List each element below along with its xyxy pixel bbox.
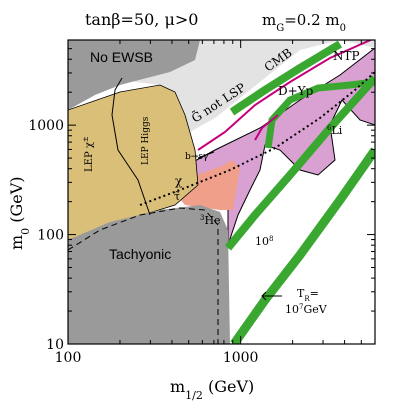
label-tr-sub: R: [304, 295, 310, 303]
region-tachyonic: [68, 205, 230, 344]
lep-higgs-boundary: [111, 77, 151, 216]
label-lep-higgs: LEP Higgs: [141, 116, 151, 165]
label-he3: 3He: [200, 214, 221, 227]
title-right-sub: G: [276, 23, 284, 34]
label-tr2-ten: 10: [285, 303, 299, 316]
label-tr-line2: 107GeV: [285, 303, 328, 316]
label-tr-line1: TR=: [297, 287, 319, 303]
region-no-ewsb: [68, 40, 200, 110]
label-he3-text: He: [204, 214, 220, 227]
y-tick-label: 1000: [28, 118, 64, 134]
label-tachyonic: Tachyonic: [109, 246, 171, 262]
x-tick-label: 1000: [223, 350, 259, 366]
green-band-upper: [264, 78, 375, 149]
y-axis-label-m: m: [7, 235, 26, 250]
plot-area: [68, 40, 375, 344]
label-ntp: NTP: [333, 49, 360, 63]
label-li6-sup: 6: [327, 124, 332, 132]
label-10e8: 108: [255, 235, 273, 248]
title-right-tail: =0.2 m: [284, 11, 339, 29]
cmb-line: [197, 40, 373, 151]
green-band-10e7: [230, 147, 375, 344]
label-bsg: b→sγ: [185, 152, 208, 162]
chart-title-right: mG=0.2 m0: [262, 11, 346, 34]
cmb-line-lower: [254, 114, 279, 141]
x-axis-label-m: m: [170, 377, 185, 396]
x-axis-label: m1/2 (GeV): [170, 377, 254, 402]
y-tick-label: 10: [46, 337, 64, 353]
label-lep-chargino: LEP χ±: [82, 136, 95, 172]
label-li6: 6Li: [327, 124, 343, 137]
x-axis-label-sub: 1/2: [185, 389, 203, 402]
y-tick-label: 100: [37, 228, 64, 244]
x-axis-label-unit: (GeV): [203, 377, 254, 396]
label-10e8-sup: 8: [269, 235, 273, 243]
green-band-ntp: [229, 40, 343, 116]
label-stau: τ̃: [174, 190, 180, 203]
label-tr-eq: =: [310, 287, 319, 300]
title-right-m: m: [262, 11, 276, 29]
y-axis-label: m0 (GeV): [7, 176, 32, 250]
y-axis-label-sub: 0: [19, 228, 32, 235]
label-tr2-unit: GeV: [303, 303, 327, 316]
label-li6-text: Li: [331, 124, 342, 137]
label-chi: χ: [175, 174, 183, 188]
dashed-contour: [68, 207, 219, 344]
ntp-dotted-line: [139, 71, 375, 206]
green-band-10e8: [224, 75, 375, 251]
y-axis-label-unit: (GeV): [7, 176, 26, 227]
chart-title-left: tanβ=50, μ>0: [85, 10, 198, 29]
label-tr2-sup: 7: [299, 303, 303, 311]
label-10e8-text: 10: [255, 235, 269, 248]
plot-frame: [67, 39, 376, 345]
label-lep-chargino-sup: ±: [82, 136, 90, 142]
label-no-ewsb: No EWSB: [90, 49, 153, 65]
label-he3-sup: 3: [200, 214, 204, 222]
x-tick-label: 100: [55, 350, 82, 366]
label-lep-chargino-text: LEP χ: [84, 142, 95, 172]
label-tr-t: T: [297, 287, 305, 300]
label-d-yp: D+Yp: [278, 84, 314, 98]
tr-arrow: [261, 291, 282, 301]
title-right-sub2: 0: [340, 23, 346, 34]
bsg-arrow: [197, 151, 215, 159]
region-bsg: [168, 160, 240, 210]
